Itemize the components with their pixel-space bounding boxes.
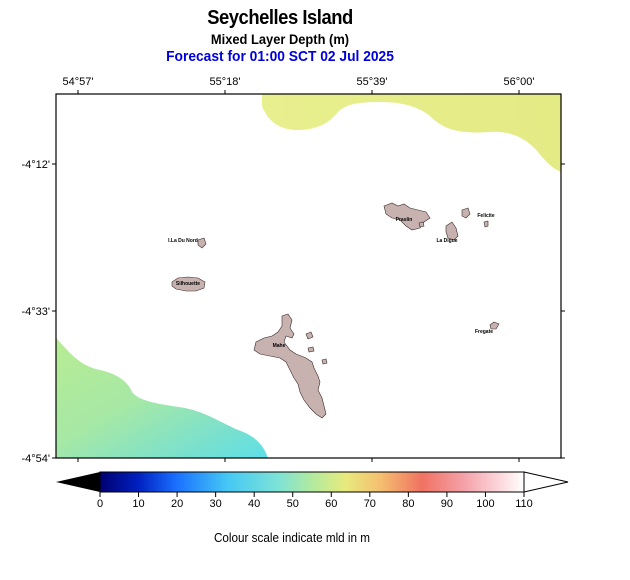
island-praslin (383, 202, 431, 231)
island-cerf (307, 346, 315, 353)
colorbar-tick-label: 10 (132, 498, 144, 510)
island-la-digue (445, 221, 459, 241)
lat-label: -4°33' (21, 306, 50, 318)
colorbar-tick-label: 50 (287, 498, 299, 510)
colorbar-tick-label: 80 (402, 498, 414, 510)
island-mahe (253, 313, 327, 419)
mld-contour-southwest (56, 338, 268, 458)
colorbar-caption: Colour scale indicate mld in m (213, 530, 371, 545)
colorbar-tick-label: 110 (515, 498, 533, 510)
island-label-felicite: Felicite (477, 213, 494, 219)
island-sainte-anne (305, 331, 314, 340)
colorbar-tick-label: 20 (171, 498, 183, 510)
island-silhouette (171, 276, 206, 292)
colorbar-tick-label: 90 (441, 498, 453, 510)
island-felicite (461, 207, 471, 219)
map-title: Seychelles Island (207, 7, 353, 29)
island-fregate (489, 321, 500, 330)
mld-contour-north (262, 94, 561, 172)
colorbar-tick-label: 0 (97, 498, 103, 510)
map-frame (55, 93, 562, 459)
island-curieuse (418, 221, 425, 228)
island-label-fregate: Fregate (475, 329, 493, 335)
lon-label: 55°18' (210, 76, 241, 88)
colorbar-tick-label: 60 (325, 498, 337, 510)
lon-label: 55°39' (357, 76, 388, 88)
colorbar-tick-label: 30 (210, 498, 222, 510)
colorbar-tick-label: 100 (476, 498, 494, 510)
island-label-praslin: Praslin (396, 217, 413, 223)
island-label-north: I.La Du Nord (168, 238, 198, 244)
lon-label: 54°57' (63, 76, 94, 88)
colorbar-gradient (100, 472, 524, 492)
colorbar-max-arrow (523, 471, 569, 493)
forecast-time: Forecast for 01:00 SCT 02 Jul 2025 (166, 48, 394, 65)
colorbar: 0 10 20 30 40 50 60 70 80 90 100 110 (56, 471, 569, 510)
lat-label: -4°12' (21, 159, 50, 171)
island-north (197, 237, 207, 249)
colorbar-min-arrow (56, 472, 100, 492)
lat-label: -4°54' (21, 453, 50, 465)
lon-label: 56°00' (504, 76, 535, 88)
colorbar-tick-label: 70 (364, 498, 376, 510)
island-label-mahe: Mahe (273, 343, 286, 349)
colorbar-tick-label: 40 (248, 498, 260, 510)
island-label-la-digue: La Digue (436, 238, 457, 244)
island-cocos (483, 220, 489, 228)
island-therese (321, 358, 328, 365)
island-label-silhouette: Silhouette (176, 281, 200, 287)
longitude-ticks (52, 90, 565, 462)
map-subtitle: Mixed Layer Depth (m) (210, 31, 350, 47)
